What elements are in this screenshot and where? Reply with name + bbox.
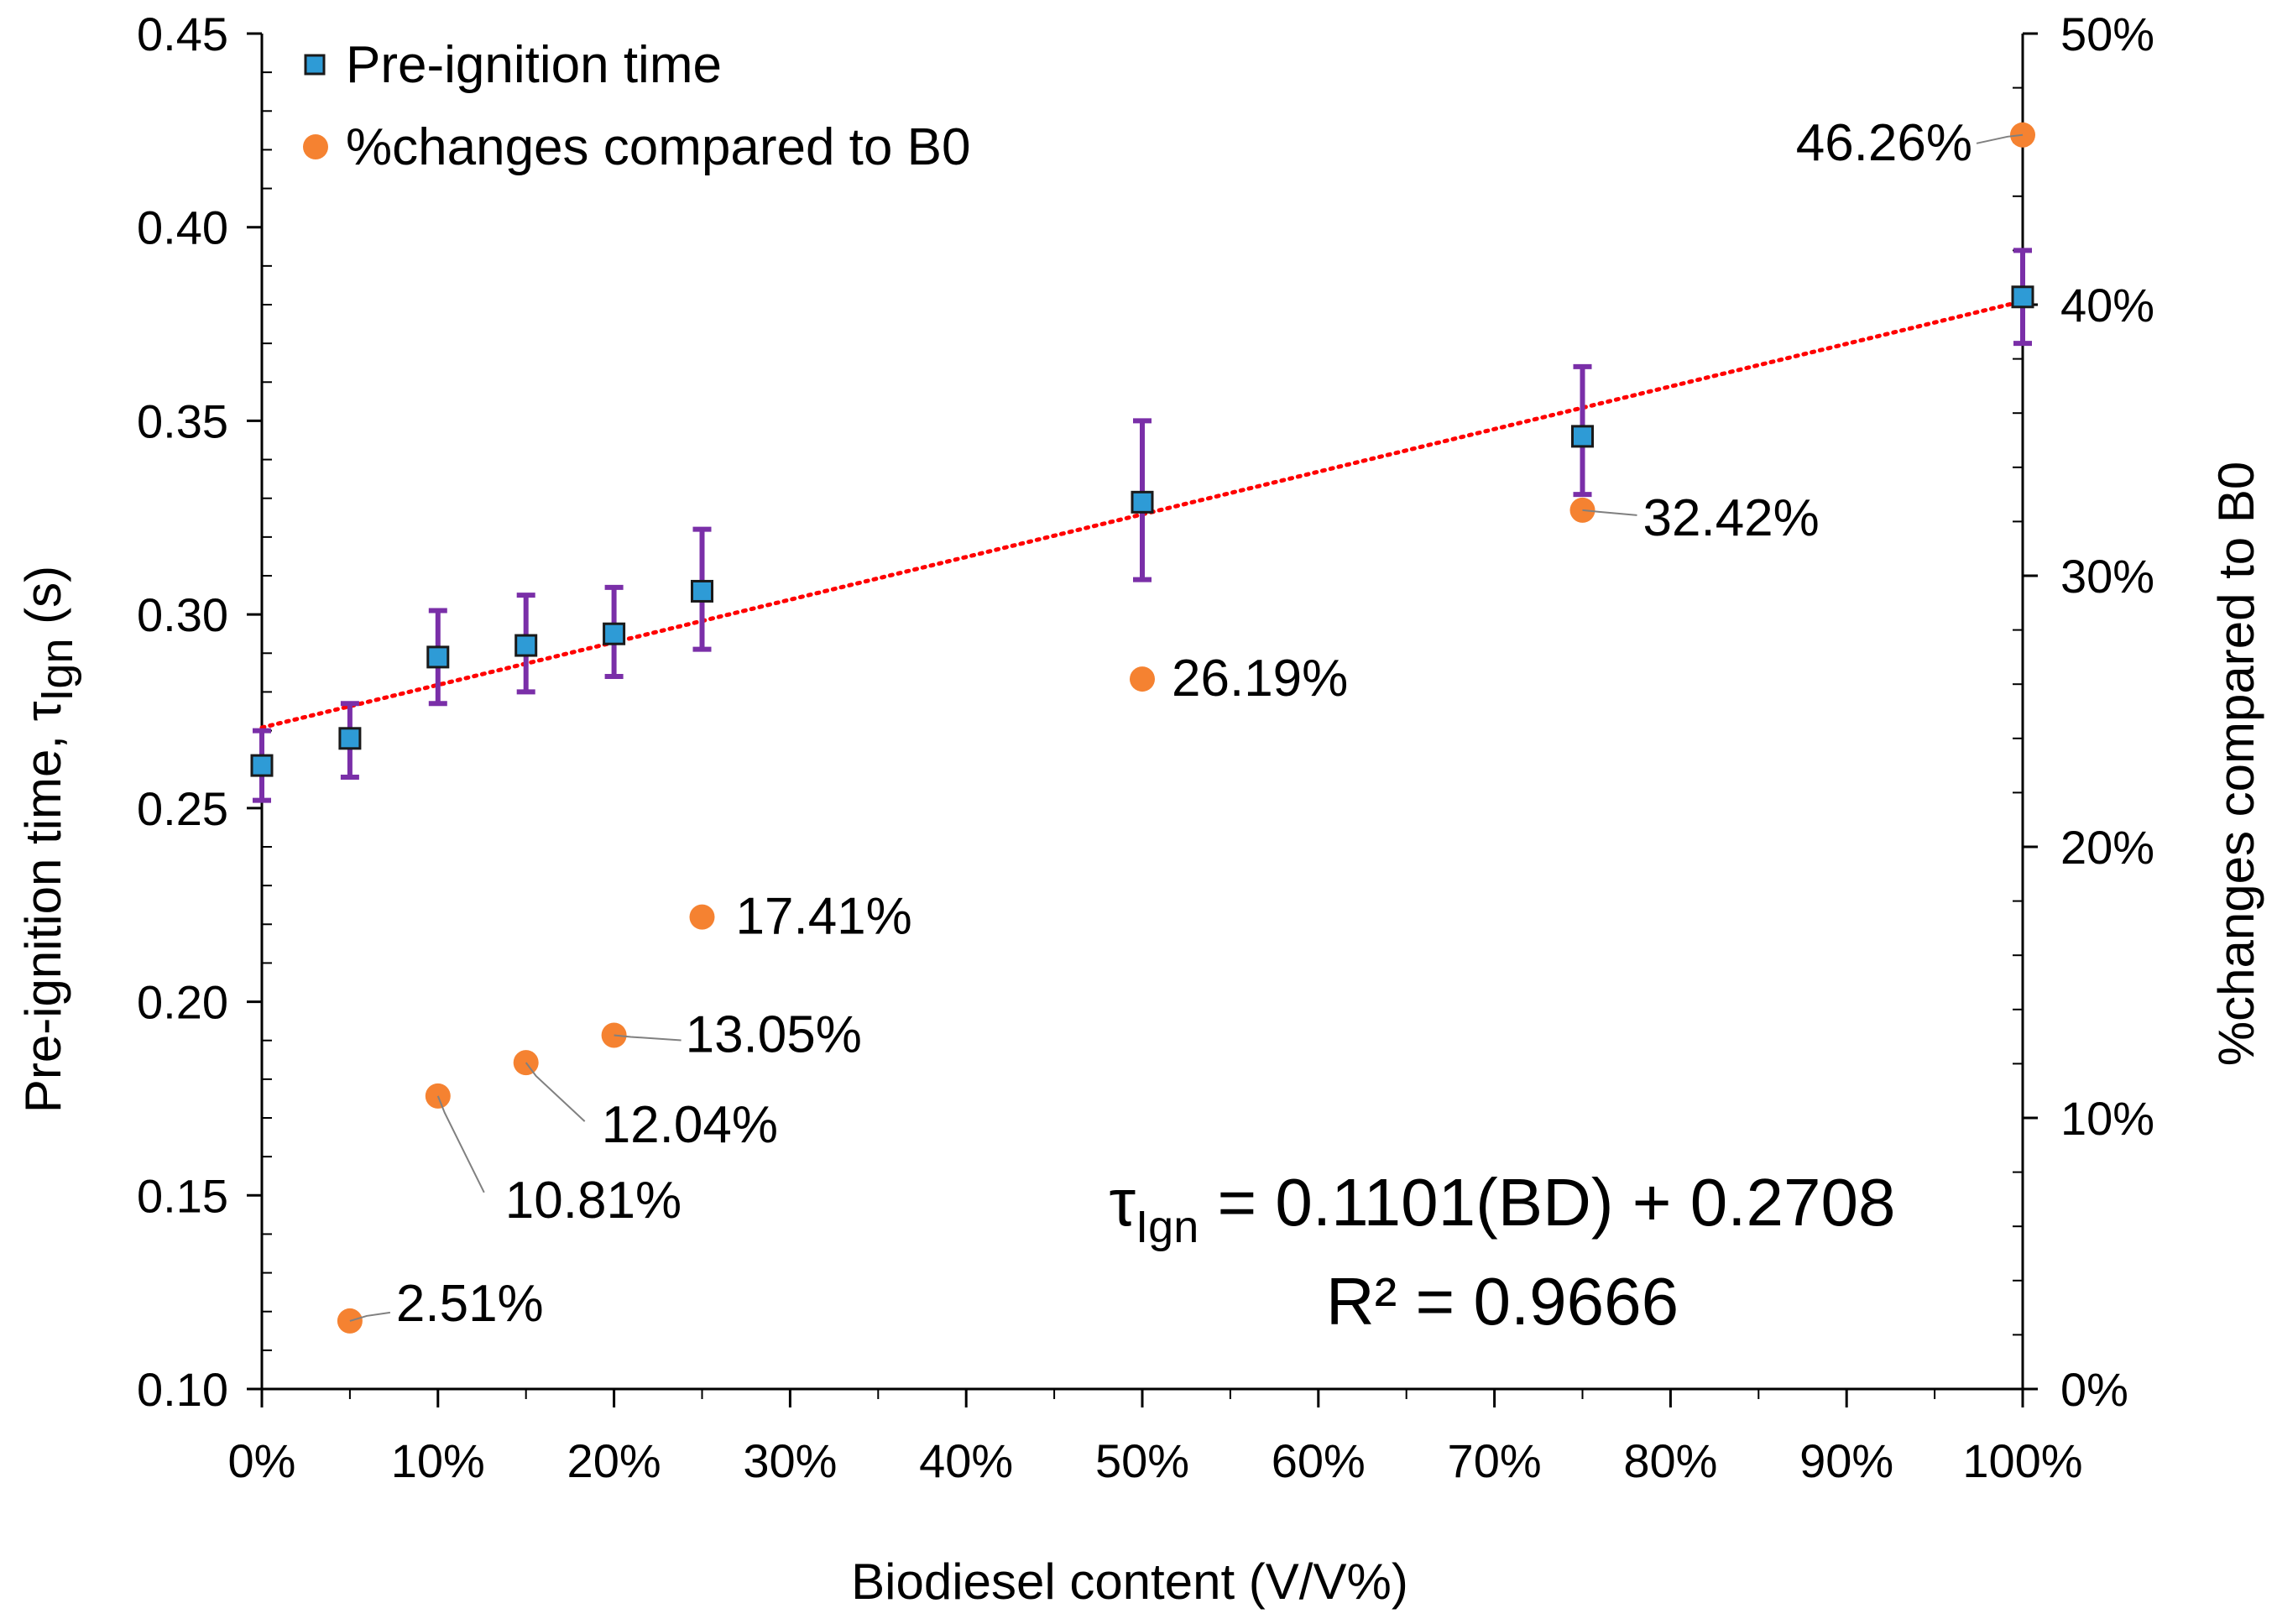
y-tick-label: 0.30	[137, 588, 228, 641]
percent-change-label: 2.51%	[396, 1275, 544, 1333]
percent-change-label: 32.42%	[1643, 489, 1820, 547]
pre-ignition-point	[250, 754, 274, 777]
percent-change-label: 12.04%	[602, 1096, 778, 1154]
percent-change-label: 10.81%	[505, 1172, 682, 1230]
pre-ignition-point	[2011, 285, 2034, 309]
trendline-equation: τIgn = 0.1101(BD) + 0.2708	[1110, 1165, 1896, 1252]
legend-label-pre-ignition: Pre-ignition time	[346, 36, 722, 94]
x-tick-label: 60%	[1272, 1434, 1366, 1487]
leader-line	[436, 1095, 485, 1193]
percent-change-label: 13.05%	[686, 1005, 862, 1063]
y-tick-label: 0.35	[137, 394, 228, 447]
leader-line	[614, 1034, 682, 1042]
y-axis-title-main: Pre-ignition time, τ	[15, 701, 71, 1113]
x-tick-label: 70%	[1448, 1434, 1542, 1487]
x-tick-label: 10%	[391, 1434, 485, 1487]
y-axis-title-suffix: (s)	[15, 566, 71, 639]
y-tick-label: 0.40	[137, 201, 228, 254]
axes-layer: 0% 10% 20% 30% 40% 50% 60% 70% 80% 90% 100% 0.10 0.1…	[137, 8, 2154, 1487]
y-axis-title-sub: Ign	[32, 639, 82, 702]
x-tick-label: 50%	[1095, 1434, 1189, 1487]
y-tick-label: 0.10	[137, 1363, 228, 1416]
equation-tau: τ	[1110, 1165, 1136, 1240]
percent-change-label: 17.41%	[736, 888, 912, 946]
y2-tick-label: 20%	[2060, 821, 2154, 874]
legend-label-changes: %changes compared to B0	[346, 118, 970, 176]
percent-change-label: 46.26%	[1796, 114, 1972, 172]
y2-tick-label: 0%	[2060, 1363, 2128, 1416]
pre-ignition-point	[338, 727, 362, 750]
x-axis-title: Biodiesel content (V/V%)	[851, 1554, 1408, 1610]
leader-line	[525, 1062, 586, 1122]
y-tick-label: 0.25	[137, 782, 228, 835]
percent-change-point	[689, 904, 715, 930]
y-axis-title: Pre-ignition time, τIgn (s)	[15, 566, 82, 1113]
data-label-layer: 2.51% 10.81% 12.04% 13.05% 17.41% 26.19% 32.42…	[349, 114, 2024, 1333]
x-tick-label: 100%	[1962, 1434, 2082, 1487]
y2-tick-label: 10%	[2060, 1092, 2154, 1145]
y-tick-label: 0.20	[137, 976, 228, 1029]
pre-ignition-point	[1131, 490, 1154, 514]
pre-ignition-point	[426, 645, 450, 669]
r-squared: R² = 0.9666	[1326, 1264, 1679, 1339]
x-tick-label: 30%	[743, 1434, 837, 1487]
y-tick-label: 0.45	[137, 8, 228, 60]
legend-marker-square	[304, 54, 326, 76]
legend: Pre-ignition time %changes compared to B…	[303, 36, 970, 176]
y-tick-label: 0.15	[137, 1169, 228, 1222]
leader-line	[1976, 133, 2024, 144]
y2-tick-label: 50%	[2060, 8, 2154, 60]
pre-ignition-point	[691, 579, 713, 603]
y2-tick-label: 30%	[2060, 550, 2154, 603]
x-tick-label: 20%	[567, 1434, 661, 1487]
equation-rest: = 0.1101(BD) + 0.2708	[1199, 1165, 1895, 1240]
equation-sub: Ign	[1136, 1202, 1199, 1252]
legend-marker-circle	[303, 134, 328, 159]
leader-line	[1582, 509, 1637, 516]
pre-ignition-point	[514, 634, 538, 657]
x-tick-label: 0%	[228, 1434, 296, 1487]
pre-ignition-point	[1571, 425, 1594, 448]
point-layer	[250, 122, 2035, 1334]
percent-change-point	[1130, 666, 1155, 692]
y2-axis-title: %changes compared to B0	[2208, 462, 2264, 1066]
x-tick-label: 80%	[1623, 1434, 1717, 1487]
x-tick-label: 90%	[1799, 1434, 1893, 1487]
x-tick-label: 40%	[919, 1434, 1013, 1487]
pre-ignition-point	[603, 622, 626, 645]
y2-tick-label: 40%	[2060, 279, 2154, 332]
percent-change-label: 26.19%	[1172, 650, 1348, 708]
leader-line	[349, 1311, 391, 1322]
